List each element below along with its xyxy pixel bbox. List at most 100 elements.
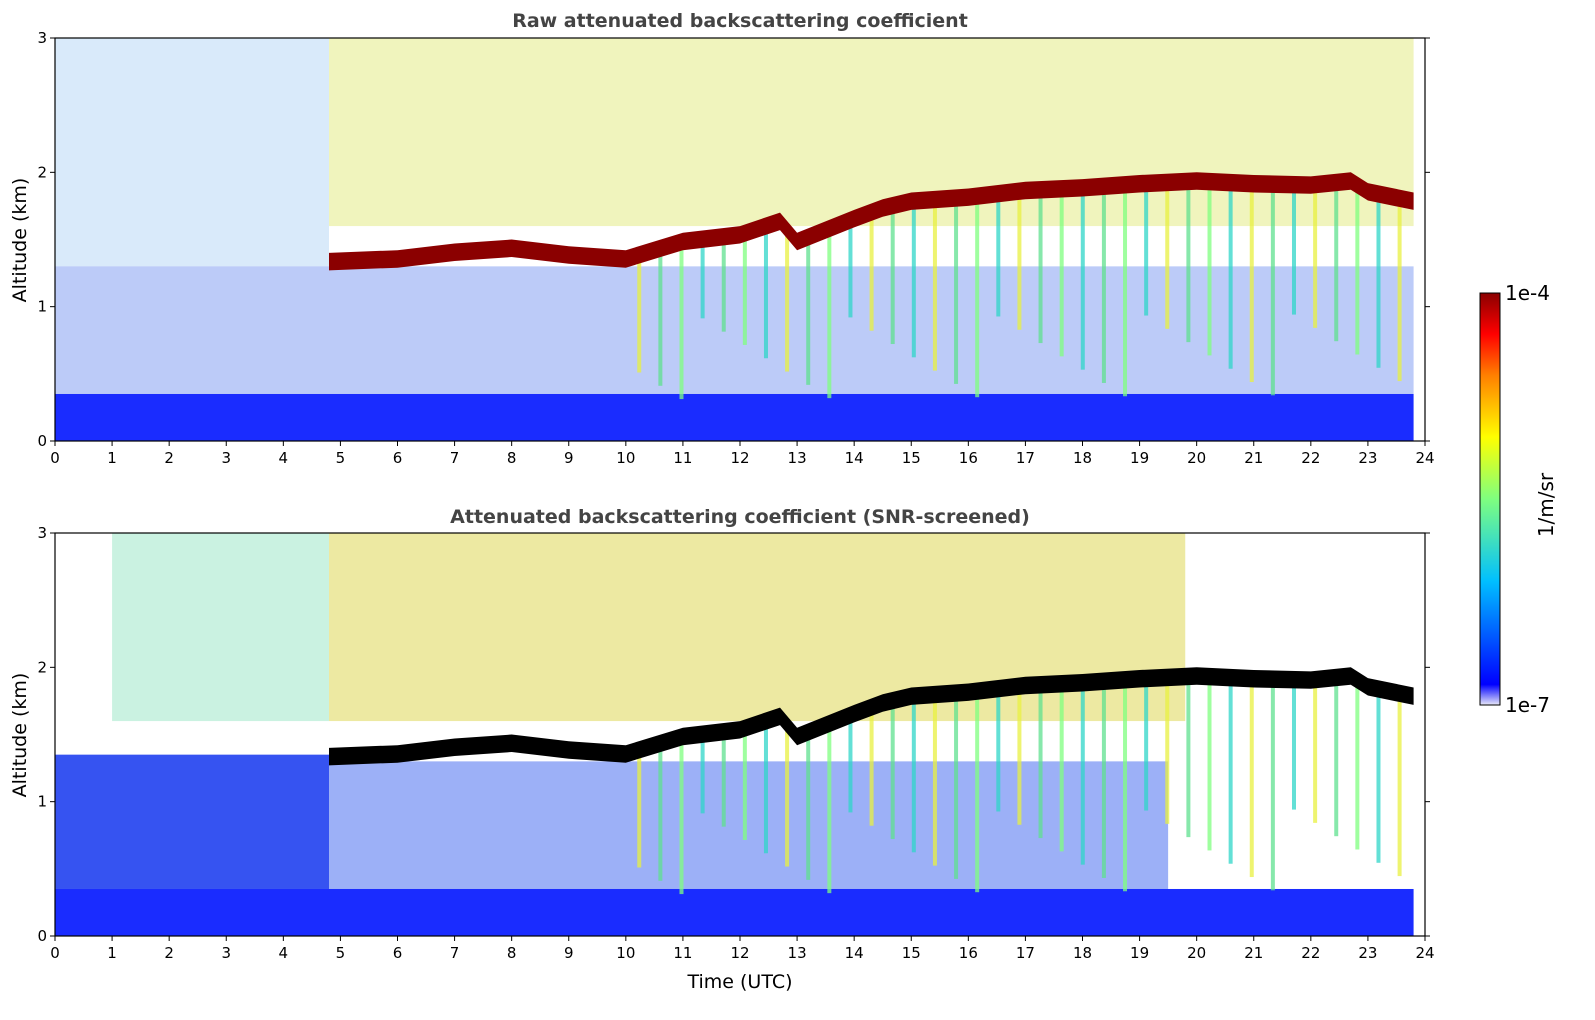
virga-streak: [763, 228, 768, 359]
virga-streak: [806, 239, 811, 385]
virga-streak: [827, 231, 832, 399]
panel-raw-title: Raw attenuated backscattering coefficien…: [512, 10, 968, 32]
x-tick-label: 16: [959, 944, 978, 962]
surface-layer: [55, 888, 1414, 936]
cloud-layer: [329, 667, 1414, 766]
panel-raw-heatmap: [55, 38, 1414, 441]
virga-streak: [1334, 184, 1339, 342]
panel-screened-xlabel: Time (UTC): [686, 971, 792, 993]
virga-streak: [1207, 678, 1212, 851]
panel-screened-ylabel: Altitude (km): [9, 673, 31, 798]
virga-streak: [1123, 186, 1128, 397]
virga-streak: [1038, 191, 1043, 344]
x-tick-label: 21: [1244, 449, 1263, 467]
x-tick-label: 20: [1187, 944, 1206, 962]
virga-streak: [1355, 185, 1360, 355]
noise-field-upper: [329, 38, 1414, 227]
x-tick-label: 12: [730, 449, 749, 467]
x-tick-label: 14: [845, 944, 864, 962]
virga-streak: [1017, 193, 1022, 330]
x-tick-label: 22: [1301, 944, 1320, 962]
virga-streak: [658, 746, 663, 881]
x-tick-label: 5: [336, 449, 346, 467]
panel-raw-ylabel: Altitude (km): [9, 178, 31, 303]
x-tick-label: 11: [673, 449, 692, 467]
virga-streak: [1397, 199, 1402, 382]
virga-streak: [1038, 686, 1043, 839]
virga-streak: [975, 693, 980, 893]
virga-streak: [806, 734, 811, 880]
panel-screened-title: Attenuated backscattering coefficient (S…: [450, 506, 1030, 528]
panel-raw: Raw attenuated backscattering coefficien…: [9, 10, 1435, 467]
x-tick-label: 3: [221, 449, 231, 467]
x-tick-label: 19: [1130, 944, 1149, 962]
virga-streak: [848, 222, 853, 318]
x-tick-label: 22: [1301, 449, 1320, 467]
x-tick-label: 15: [902, 944, 921, 962]
x-tick-label: 18: [1073, 449, 1092, 467]
virga-streak: [890, 703, 895, 840]
y-tick-label: 3: [37, 524, 47, 542]
noise-field-early: [55, 38, 329, 267]
x-tick-label: 14: [845, 449, 864, 467]
panel-screened-heatmap: [55, 533, 1414, 936]
virga-streak: [911, 698, 916, 853]
virga-streak: [1313, 186, 1318, 328]
x-tick-label: 15: [902, 449, 921, 467]
x-tick-label: 16: [959, 449, 978, 467]
panel-screened-yticks: 0 1 2 3: [37, 524, 1430, 945]
virga-streak: [658, 251, 663, 386]
y-tick-label: 1: [37, 298, 47, 316]
x-tick-label: 10: [616, 449, 635, 467]
x-tick-label: 9: [564, 944, 574, 962]
panel-raw-yticks: 0 1 2 3: [37, 29, 1430, 450]
virga-streak: [1165, 679, 1170, 824]
virga-streak: [637, 257, 642, 373]
virga-streak: [1080, 684, 1085, 865]
boundary-layer-early: [55, 754, 329, 889]
x-tick-label: 1: [107, 944, 117, 962]
x-tick-label: 21: [1244, 944, 1263, 962]
x-tick-label: 20: [1187, 449, 1206, 467]
x-tick-label: 6: [393, 449, 403, 467]
x-tick-label: 23: [1358, 944, 1377, 962]
virga-streak: [1313, 681, 1318, 823]
virga-streak: [869, 709, 874, 826]
virga-streak: [1059, 685, 1064, 852]
x-tick-label: 0: [50, 449, 60, 467]
virga-streak: [1186, 678, 1191, 838]
virga-streak: [848, 717, 853, 813]
x-tick-label: 5: [336, 944, 346, 962]
virga-streak: [1376, 690, 1381, 863]
virga-streak: [975, 198, 980, 398]
virga-streak: [954, 695, 959, 879]
virga-streak: [1228, 679, 1233, 864]
colorbar-max-label: 1e-4: [1505, 281, 1550, 305]
virga-streak: [637, 752, 642, 868]
x-tick-label: 17: [1016, 449, 1035, 467]
virga-streak: [869, 214, 874, 331]
virga-streak: [700, 736, 705, 814]
x-tick-label: 3: [221, 944, 231, 962]
panel-screened-xticks: 0 1 2 3 4 5 6 7 8 9 10 11 12 13 14 15 16 17 18 19 20 21 22 23 24: [50, 936, 1435, 962]
virga-streak: [785, 724, 790, 867]
x-tick-label: 24: [1415, 449, 1434, 467]
x-tick-label: 17: [1016, 944, 1035, 962]
x-tick-label: 7: [450, 944, 460, 962]
virga-streak: [742, 235, 747, 345]
virga-streak: [1270, 186, 1275, 396]
virga-streak: [911, 203, 916, 358]
virga-streak: [721, 238, 726, 332]
colorbar: 1e-4 1e-7 1/m/sr: [1479, 281, 1558, 717]
y-tick-label: 2: [37, 163, 47, 181]
x-tick-label: 8: [507, 944, 517, 962]
panel-screened: Attenuated backscattering coefficient (S…: [9, 506, 1435, 993]
virga-streak: [932, 201, 937, 371]
virga-streak: [827, 726, 832, 894]
noise-field-upper: [329, 533, 1186, 722]
x-tick-label: 24: [1415, 944, 1434, 962]
x-tick-label: 2: [164, 944, 174, 962]
x-tick-label: 13: [788, 944, 807, 962]
virga-streak: [996, 195, 1001, 317]
